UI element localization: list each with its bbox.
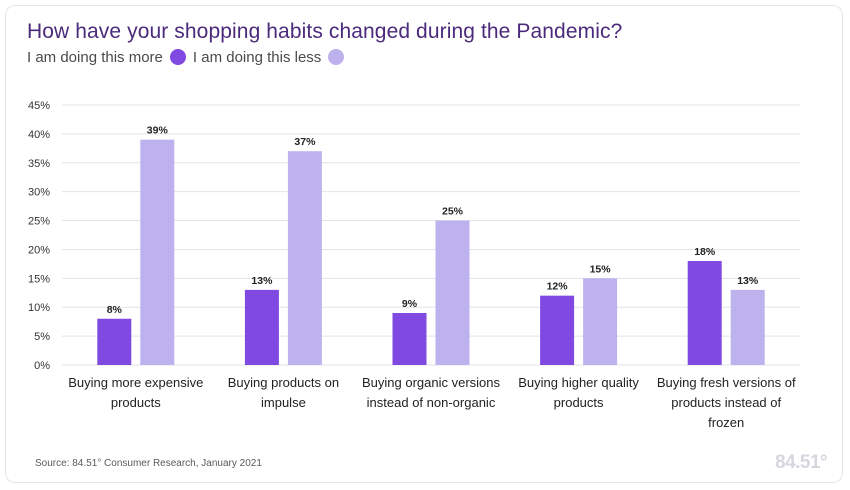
data-label: 15% (590, 263, 612, 275)
legend-more-label: I am doing this more (27, 48, 163, 66)
x-category-label: Buying organic versions (362, 375, 501, 390)
y-tick-label: 10% (28, 302, 50, 314)
bar (392, 313, 427, 365)
x-category-label: Buying more expensive (68, 375, 203, 390)
bar (730, 289, 765, 365)
x-category-label: Buying higher quality (518, 375, 639, 390)
bar (140, 139, 175, 365)
bar (244, 289, 279, 365)
data-label: 9% (402, 298, 418, 310)
x-category-label: instead of non-organic (367, 395, 496, 410)
data-label: 12% (547, 281, 569, 293)
y-tick-label: 30% (28, 187, 50, 199)
chart-title: How have your shopping habits changed du… (27, 20, 623, 43)
data-label: 8% (107, 304, 123, 316)
y-tick-label: 5% (34, 331, 50, 343)
data-label: 18% (694, 246, 716, 258)
data-label: 13% (251, 275, 273, 287)
bar (435, 220, 470, 365)
y-tick-label: 35% (28, 158, 50, 170)
data-label: 25% (442, 206, 464, 218)
bar (583, 278, 618, 365)
bar (97, 318, 132, 365)
bar (540, 295, 575, 365)
data-label: 13% (737, 275, 759, 287)
legend-less-swatch (328, 49, 345, 65)
source-note: Source: 84.51° Consumer Research, Januar… (35, 458, 262, 469)
y-tick-label: 25% (28, 216, 50, 228)
bar (287, 151, 322, 365)
legend: I am doing this more I am doing this les… (27, 47, 351, 67)
x-category-label: Buying products on (228, 375, 339, 390)
y-tick-label: 20% (28, 244, 50, 256)
data-label: 39% (147, 125, 169, 137)
x-category-label: impulse (261, 395, 306, 410)
x-category-label: products (554, 395, 604, 410)
legend-less-label: I am doing this less (192, 48, 322, 66)
legend-more-swatch (169, 49, 186, 65)
y-tick-label: 15% (28, 273, 50, 285)
x-category-label: Buying fresh versions of (657, 375, 796, 390)
x-category-label: products (111, 395, 161, 410)
x-category-label: products instead of (671, 395, 781, 410)
y-tick-label: 0% (34, 360, 50, 372)
y-tick-label: 45% (28, 100, 50, 112)
data-label: 37% (294, 136, 316, 148)
y-tick-label: 40% (28, 129, 50, 141)
brand-logo: 84.51° (775, 452, 828, 473)
bar (687, 261, 722, 365)
x-category-label: frozen (708, 415, 744, 430)
